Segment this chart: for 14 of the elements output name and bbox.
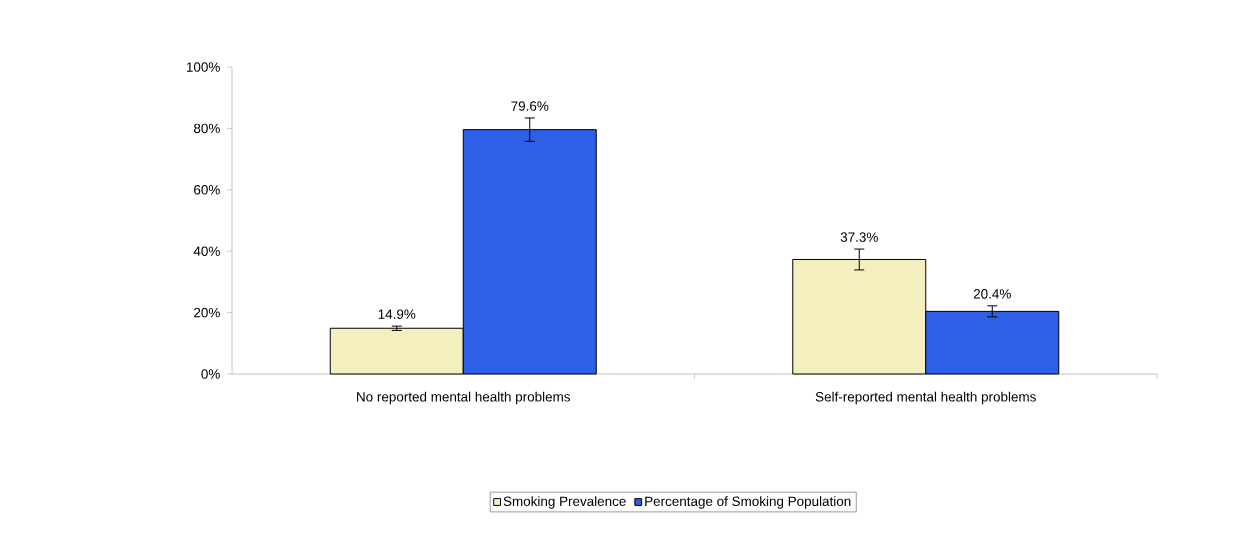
x-tick-label: Self-reported mental health problems	[815, 391, 1036, 405]
y-tick-label: 60%	[194, 185, 220, 195]
legend-label: Percentage of Smoking Population	[645, 496, 851, 509]
legend-label: Smoking Prevalence	[503, 496, 626, 509]
y-tick-label: 20%	[194, 307, 220, 318]
data-label: 79.6%	[511, 101, 549, 111]
y-tick-label: 80%	[193, 123, 220, 134]
y-tick-label: 100%	[186, 62, 220, 72]
data-label: 20.4%	[973, 289, 1011, 299]
data-label: 37.3%	[840, 232, 878, 242]
data-label: 14.9%	[378, 309, 416, 319]
y-tick-label: 0%	[201, 369, 220, 379]
x-tick-label: No reported mental health problems	[357, 391, 570, 405]
y-tick-label: 40%	[193, 246, 220, 256]
